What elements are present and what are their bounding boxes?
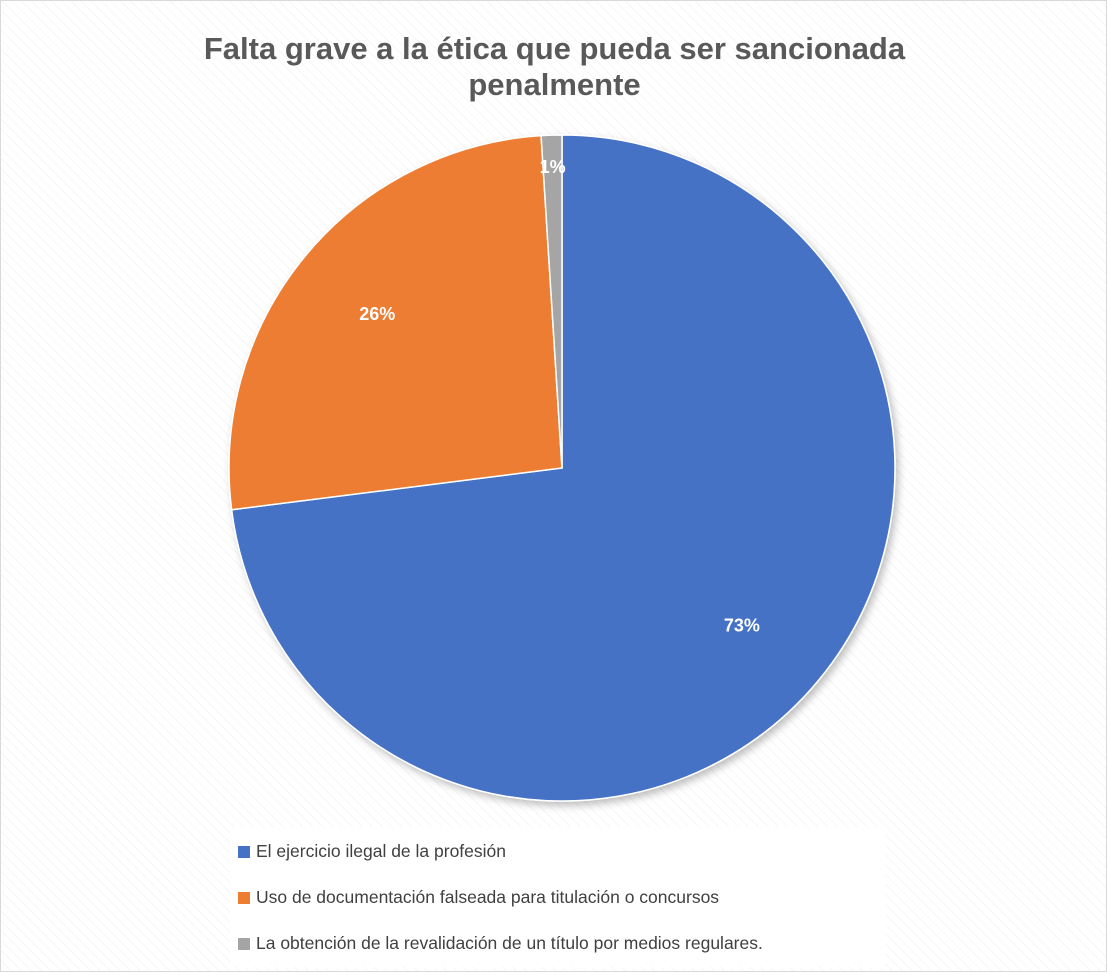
legend-label: El ejercicio ilegal de la profesión [256,841,506,861]
chart-title-line-2: penalmente [468,67,641,102]
legend-swatch-blue [238,845,250,858]
slice-documentacion-falseada [228,134,563,511]
legend-item-documentacion-falseada: Uso de documentación falseada para titul… [238,887,719,908]
slice-ejercicio-ilegal [230,134,896,802]
chart-title-line-1: Falta grave a la ética que pueda ser san… [203,31,906,66]
legend-item-ejercicio-ilegal: El ejercicio ilegal de la profesión [238,841,506,862]
legend: El ejercicio ilegal de la profesión Uso … [230,827,885,967]
legend-swatch-gray [238,937,250,950]
pie-slices [228,134,896,802]
legend-swatch-orange [238,891,250,904]
legend-label: Uso de documentación falseada para titul… [256,887,720,907]
data-label-revalidacion-titulo: 1% [540,157,566,177]
chart-title: Falta grave a la ética que pueda ser san… [1,31,1107,103]
legend-item-revalidacion-titulo: La obtención de la revalidación de un tí… [238,933,763,954]
data-label-documentacion-falseada: 26% [359,304,395,324]
legend-label: La obtención de la revalidación de un tí… [256,933,763,953]
slice-revalidacion-titulo [540,134,563,469]
pie-data-labels: 73% 26% 1% [359,157,760,635]
data-label-ejercicio-ilegal: 73% [724,615,760,635]
